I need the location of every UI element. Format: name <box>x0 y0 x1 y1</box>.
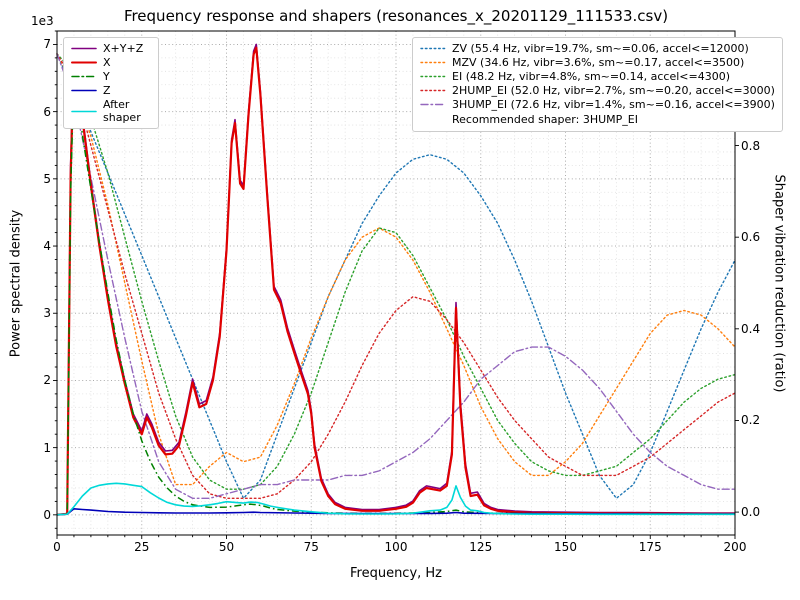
z-line-sample-icon <box>71 89 97 92</box>
3hump-ei-line-sample-icon <box>420 103 446 106</box>
x-tick-label: 150 <box>554 540 577 554</box>
legend-item-x: X <box>71 56 151 69</box>
legend-item-mzv: MZV (34.6 Hz, vibr=3.6%, sm~=0.17, accel… <box>420 56 775 69</box>
legend-label: 3HUMP_EI (72.6 Hz, vibr=1.4%, sm~=0.16, … <box>452 98 775 111</box>
x-tick-label: 25 <box>134 540 150 554</box>
2hump-ei-line-sample-icon <box>420 89 446 92</box>
x-tick-label: 100 <box>384 540 408 554</box>
series-mzv-line <box>56 53 736 486</box>
zv-line-sample-icon <box>420 47 446 50</box>
series-zv-line <box>56 53 736 500</box>
series-z-line <box>56 508 735 516</box>
y-left-tick-label: 0 <box>43 507 51 522</box>
y-left-tick-label: 5 <box>43 171 51 186</box>
legend-label: X+Y+Z <box>103 42 144 55</box>
legend-item-z: Z <box>71 84 151 97</box>
ei-line-sample-icon <box>420 75 446 78</box>
chart-title: Frequency response and shapers (resonanc… <box>123 7 669 25</box>
legend-label: EI (48.2 Hz, vibr=4.8%, sm~=0.14, accel<… <box>452 70 730 83</box>
y-axis-offset-label: 1e3 <box>31 14 54 28</box>
legend-item-3hump-ei: 3HUMP_EI (72.6 Hz, vibr=1.4%, sm~=0.16, … <box>420 98 775 111</box>
legend-label: After shaper <box>103 98 141 124</box>
after-shaper-line-sample-icon <box>71 110 97 112</box>
series-2hump-ei-line <box>56 53 736 499</box>
y-right-tick-label: 0.8 <box>741 138 761 153</box>
x-y-z-line-sample-icon <box>71 47 97 50</box>
legend-label: ZV (55.4 Hz, vibr=19.7%, sm~=0.06, accel… <box>452 42 749 55</box>
x-line-sample-icon <box>71 61 97 64</box>
y-left-tick-label: 6 <box>43 104 51 119</box>
legend-label: MZV (34.6 Hz, vibr=3.6%, sm~=0.17, accel… <box>452 56 745 69</box>
legend-item-2hump-ei: 2HUMP_EI (52.0 Hz, vibr=2.7%, sm~=0.20, … <box>420 84 775 97</box>
y-left-tick-label: 3 <box>43 306 51 321</box>
legend-recommendation: Recommended shaper: 3HUMP_EI <box>452 113 638 126</box>
series-x-line <box>56 46 735 516</box>
legend-label: Z <box>103 84 111 97</box>
y-line-sample-icon <box>71 75 97 78</box>
y-left-tick-label: 4 <box>43 239 51 254</box>
plot-svg <box>53 30 739 539</box>
legend-item-after-shaper: After shaper <box>71 98 151 124</box>
legend-item-y: Y <box>71 70 151 83</box>
legend-label: 2HUMP_EI (52.0 Hz, vibr=2.7%, sm~=0.20, … <box>452 84 775 97</box>
y-right-tick-label: 0.2 <box>741 413 761 428</box>
series-3hump-ei-line <box>56 53 736 499</box>
series-ei-line <box>56 53 736 490</box>
x-axis-label: Frequency, Hz <box>349 566 443 581</box>
legend-psd: X+Y+Z X Y Z After shaper <box>63 37 159 129</box>
y-right-tick-label: 0.4 <box>741 321 761 336</box>
y-left-tick-label: 1 <box>43 440 51 455</box>
x-tick-label: 75 <box>303 540 319 554</box>
x-tick-label: 125 <box>469 540 493 554</box>
legend-item-x-y-z: X+Y+Z <box>71 42 151 55</box>
y-right-tick-label: 0.0 <box>741 505 761 520</box>
legend-label: Y <box>103 70 110 83</box>
y-axis-label-right: Shaper vibration reduction (ratio) <box>771 174 787 393</box>
x-tick-label: 200 <box>723 540 747 554</box>
legend-item-zv: ZV (55.4 Hz, vibr=19.7%, sm~=0.06, accel… <box>420 42 775 55</box>
y-axis-label-left: Power spectral density <box>8 209 24 358</box>
y-left-tick-label: 7 <box>43 37 51 52</box>
x-tick-label: 0 <box>53 540 61 554</box>
y-right-tick-label: 0.6 <box>741 230 761 245</box>
legend-shapers: ZV (55.4 Hz, vibr=19.7%, sm~=0.06, accel… <box>412 37 783 132</box>
mzv-line-sample-icon <box>420 61 446 64</box>
legend-item-ei: EI (48.2 Hz, vibr=4.8%, sm~=0.14, accel<… <box>420 70 775 83</box>
x-tick-label: 175 <box>638 540 662 554</box>
legend-label: X <box>103 56 111 69</box>
x-tick-label: 50 <box>218 540 235 554</box>
y-left-tick-label: 2 <box>43 373 51 388</box>
series-after-shaper-line <box>56 482 735 516</box>
